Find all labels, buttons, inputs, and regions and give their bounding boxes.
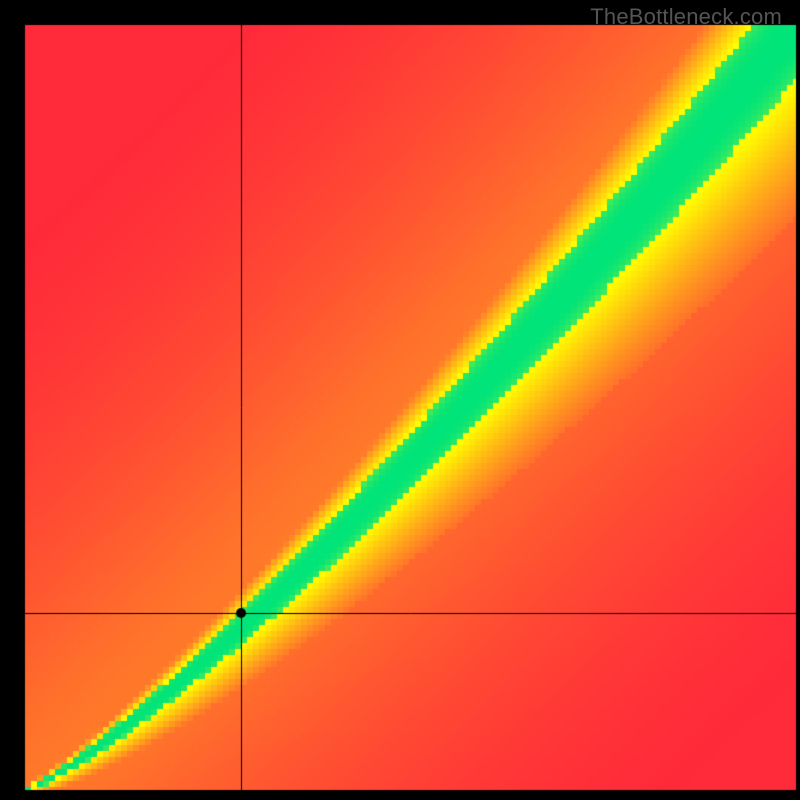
bottleneck-heatmap-canvas — [0, 0, 800, 800]
chart-container: TheBottleneck.com — [0, 0, 800, 800]
watermark-text: TheBottleneck.com — [590, 4, 782, 30]
